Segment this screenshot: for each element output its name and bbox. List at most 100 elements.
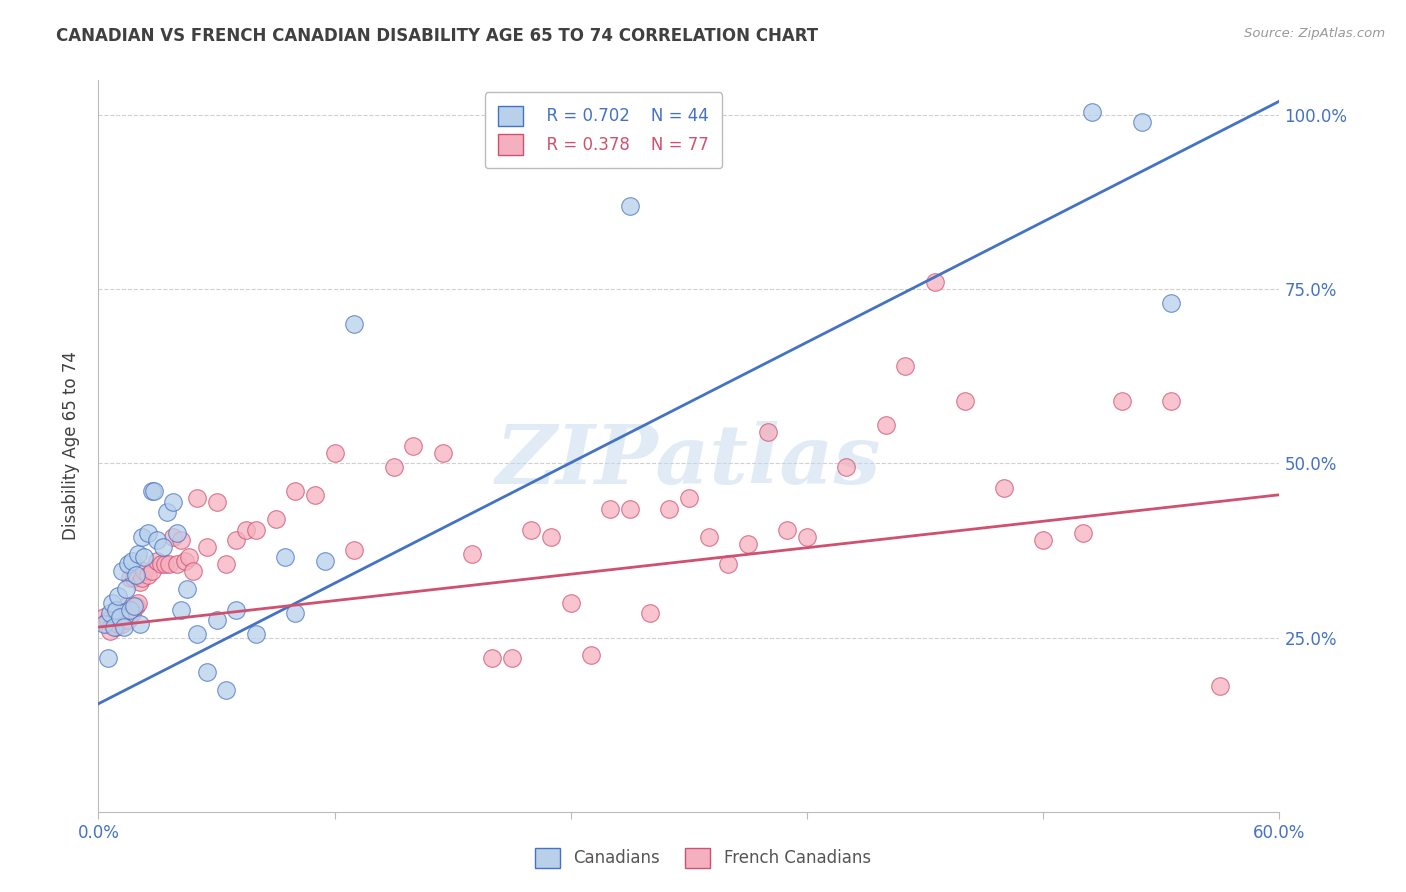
Point	[152, 540, 174, 554]
Point	[215, 558, 238, 572]
Point	[177, 550, 200, 565]
Point	[343, 543, 366, 558]
Point	[225, 603, 247, 617]
Point	[128, 616, 150, 631]
Point	[132, 550, 155, 565]
Point	[776, 523, 799, 537]
Text: Source: ZipAtlas.com: Source: ZipAtlas.com	[1244, 27, 1385, 40]
Point	[162, 530, 184, 544]
Point	[284, 606, 307, 620]
Point	[205, 494, 228, 508]
Point	[402, 439, 425, 453]
Y-axis label: Disability Age 65 to 74: Disability Age 65 to 74	[62, 351, 80, 541]
Point	[924, 275, 946, 289]
Point	[796, 530, 818, 544]
Point	[619, 199, 641, 213]
Point	[314, 554, 336, 568]
Point	[894, 359, 917, 373]
Point	[993, 481, 1015, 495]
Point	[93, 609, 115, 624]
Point	[166, 526, 188, 541]
Point	[1160, 296, 1182, 310]
Point	[162, 494, 184, 508]
Point	[205, 613, 228, 627]
Point	[93, 616, 115, 631]
Point	[115, 599, 138, 614]
Point	[96, 616, 118, 631]
Point	[599, 501, 621, 516]
Point	[235, 523, 257, 537]
Point	[115, 582, 138, 596]
Point	[875, 418, 897, 433]
Legend: Canadians, French Canadians: Canadians, French Canadians	[529, 841, 877, 875]
Point	[678, 491, 700, 506]
Text: CANADIAN VS FRENCH CANADIAN DISABILITY AGE 65 TO 74 CORRELATION CHART: CANADIAN VS FRENCH CANADIAN DISABILITY A…	[56, 27, 818, 45]
Point	[461, 547, 484, 561]
Point	[195, 540, 218, 554]
Point	[117, 613, 139, 627]
Point	[125, 599, 148, 614]
Point	[540, 530, 562, 544]
Point	[127, 596, 149, 610]
Point	[520, 523, 543, 537]
Point	[245, 523, 267, 537]
Point	[638, 606, 661, 620]
Point	[107, 616, 129, 631]
Point	[103, 620, 125, 634]
Point	[481, 651, 503, 665]
Point	[323, 446, 346, 460]
Point	[141, 484, 163, 499]
Point	[304, 488, 326, 502]
Point	[97, 613, 120, 627]
Point	[105, 603, 128, 617]
Point	[150, 558, 173, 572]
Point	[122, 571, 145, 585]
Point	[1130, 115, 1153, 129]
Point	[128, 574, 150, 589]
Point	[186, 627, 208, 641]
Point	[284, 484, 307, 499]
Point	[121, 606, 143, 620]
Text: ZIPatlas: ZIPatlas	[496, 421, 882, 500]
Point	[215, 682, 238, 697]
Point	[101, 616, 124, 631]
Point	[117, 558, 139, 572]
Point	[560, 596, 582, 610]
Point	[170, 603, 193, 617]
Point	[166, 558, 188, 572]
Point	[835, 459, 858, 474]
Point	[108, 609, 131, 624]
Point	[432, 446, 454, 460]
Point	[157, 558, 180, 572]
Point	[737, 536, 759, 550]
Point	[112, 606, 135, 620]
Point	[1081, 104, 1104, 119]
Point	[343, 317, 366, 331]
Point	[118, 571, 141, 585]
Point	[170, 533, 193, 547]
Point	[136, 567, 159, 582]
Point	[107, 589, 129, 603]
Point	[101, 596, 124, 610]
Point	[122, 599, 145, 614]
Point	[579, 648, 602, 662]
Point	[195, 665, 218, 680]
Point	[756, 425, 779, 439]
Point	[155, 558, 177, 572]
Point	[127, 547, 149, 561]
Point	[186, 491, 208, 506]
Point	[131, 530, 153, 544]
Point	[146, 554, 169, 568]
Point	[1032, 533, 1054, 547]
Point	[125, 567, 148, 582]
Point	[225, 533, 247, 547]
Point	[181, 565, 204, 579]
Legend:   R = 0.702    N = 44,   R = 0.378    N = 77: R = 0.702 N = 44, R = 0.378 N = 77	[485, 92, 723, 168]
Point	[141, 565, 163, 579]
Point	[174, 554, 197, 568]
Point	[112, 620, 135, 634]
Point	[953, 393, 976, 408]
Point	[98, 606, 121, 620]
Point	[121, 554, 143, 568]
Point	[105, 620, 128, 634]
